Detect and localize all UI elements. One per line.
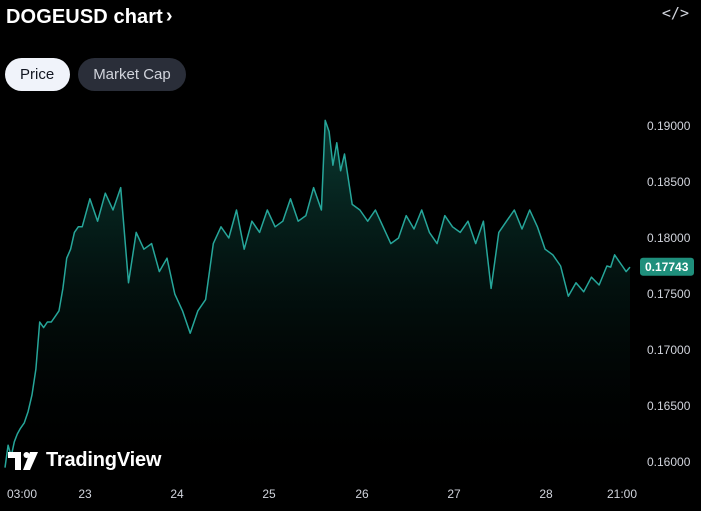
page-title[interactable]: DOGEUSD chart bbox=[6, 5, 163, 28]
tab-price[interactable]: Price bbox=[5, 58, 71, 91]
y-axis: 0.16000 0.16500 0.17000 0.17500 0.18000 0.185… bbox=[647, 119, 691, 469]
last-price-badge: 0.17743 bbox=[640, 257, 694, 276]
chart-header: DOGEUSD chart › bbox=[6, 0, 173, 34]
tradingview-logo[interactable]: TradingView bbox=[8, 449, 161, 472]
y-tick-label: 0.19000 bbox=[647, 119, 691, 133]
x-tick-label: 23 bbox=[78, 487, 92, 501]
y-tick-label: 0.16000 bbox=[647, 455, 691, 469]
x-tick-label: 25 bbox=[262, 487, 276, 501]
x-tick-label: 27 bbox=[447, 487, 461, 501]
last-price-label: 0.17743 bbox=[645, 260, 689, 274]
y-tick-label: 0.17000 bbox=[647, 343, 691, 357]
x-tick-label: 03:00 bbox=[7, 487, 37, 501]
price-area-fill bbox=[5, 120, 630, 479]
x-tick-label: 24 bbox=[170, 487, 184, 501]
y-tick-label: 0.18500 bbox=[647, 175, 691, 189]
chart-type-tabs: Price Market Cap bbox=[5, 58, 186, 91]
tradingview-logo-icon bbox=[8, 451, 38, 470]
y-tick-label: 0.18000 bbox=[647, 231, 691, 245]
tab-market-cap[interactable]: Market Cap bbox=[78, 58, 186, 91]
price-line bbox=[4, 119, 631, 468]
code-icon[interactable]: </> bbox=[661, 4, 689, 22]
x-tick-label: 26 bbox=[355, 487, 369, 501]
tradingview-logo-text: TradingView bbox=[46, 449, 162, 471]
x-tick-label: 28 bbox=[539, 487, 553, 501]
x-axis: 03:00 23 24 25 26 27 28 21:00 bbox=[7, 487, 637, 501]
y-tick-label: 0.16500 bbox=[647, 399, 691, 413]
chevron-right-icon[interactable]: › bbox=[165, 4, 173, 27]
y-tick-label: 0.17500 bbox=[647, 287, 691, 301]
x-tick-label: 21:00 bbox=[607, 487, 637, 501]
